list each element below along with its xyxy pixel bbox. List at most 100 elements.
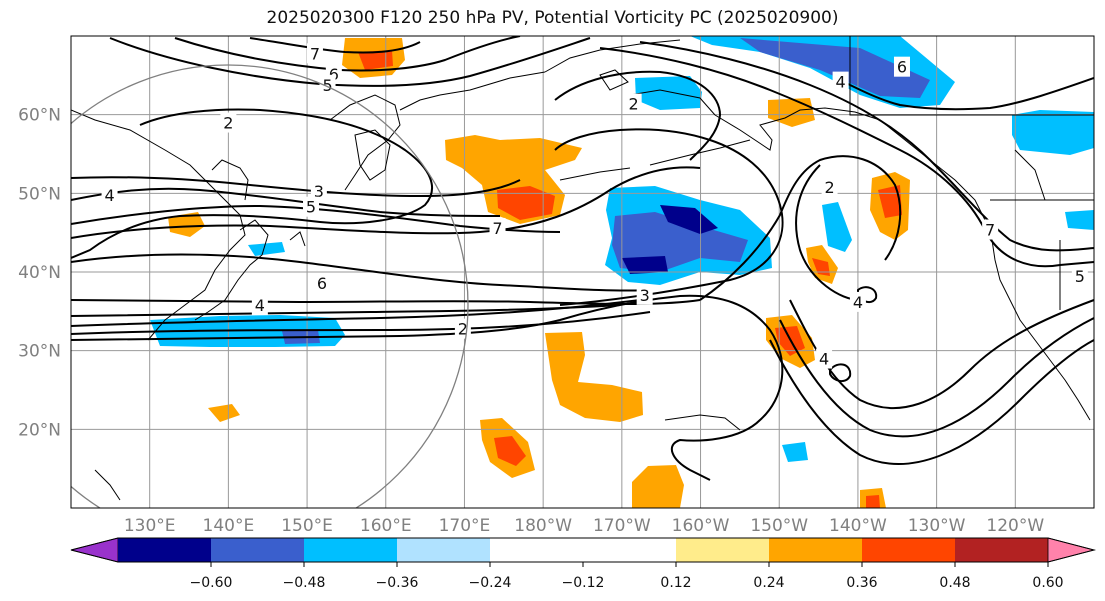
colorbar-tick-label: −0.12	[562, 575, 605, 591]
contour-label-background	[636, 284, 653, 305]
longitude-tick-label: 150°W	[750, 516, 808, 536]
contour-label: 6	[329, 65, 339, 84]
contour-label: 4	[836, 73, 846, 92]
contour-3-central	[554, 128, 784, 306]
contour-6-north	[174, 36, 521, 72]
colorbar: −0.60 −0.48 −0.36 −0.24 −0.12 0.12 0.24 0.36 0.4…	[70, 537, 1096, 591]
contour-label: 4	[255, 296, 265, 315]
contour-jet-a	[71, 304, 621, 317]
colorbar-segment	[490, 538, 584, 562]
colorbar-segment	[211, 538, 305, 562]
contour-jet-b	[71, 299, 641, 327]
contour-east-a	[599, 47, 1094, 268]
contour-label-background	[319, 74, 336, 95]
pv-contours	[71, 36, 1094, 481]
colorbar-tick-label: 0.48	[939, 575, 970, 591]
longitude-tick-label: 160°E	[360, 516, 412, 536]
longitude-tick-label: 120°W	[986, 516, 1044, 536]
contour-label-background	[832, 71, 849, 92]
contour-7-north	[249, 37, 421, 54]
contour-label-background	[310, 180, 327, 201]
positive-anomaly-subtropical-tail	[545, 332, 643, 422]
colorbar-tick-label: −0.36	[376, 575, 419, 591]
colorbar-segment	[676, 538, 770, 562]
longitude-tick-label: 170°W	[593, 516, 651, 536]
contour-label: 7	[985, 221, 995, 240]
colorbar-segment	[862, 538, 956, 562]
longitude-tick-label: 130°E	[124, 516, 176, 536]
contour-6	[71, 253, 651, 292]
contour-label-background	[893, 56, 910, 77]
contour-west-kink	[839, 77, 1094, 111]
colorbar-tick-label: −0.24	[469, 575, 512, 591]
positive-anomaly-south	[632, 465, 684, 508]
longitude-tick-label: 160°W	[672, 516, 730, 536]
contour-east-d	[779, 317, 1094, 438]
contour-label: 2	[458, 320, 468, 339]
colorbar-tick-label: 0.36	[846, 575, 877, 591]
colorbar-tick-label: 0.24	[753, 575, 784, 591]
contour-label-background	[314, 273, 331, 294]
contour-label-background	[251, 295, 268, 316]
contour-east-e	[769, 339, 1094, 465]
contour-2-low	[71, 108, 434, 259]
longitude-tick-label: 130°W	[908, 516, 966, 536]
contour-label-background	[982, 219, 999, 240]
contour-4	[71, 187, 501, 217]
latitude-tick-label: 60°N	[18, 106, 61, 126]
contour-label: 4	[104, 186, 114, 205]
contour-label: 4	[853, 293, 863, 312]
contour-label: 3	[640, 286, 650, 305]
contour-label: 2	[629, 95, 639, 114]
contour-7	[71, 166, 701, 239]
coastlines	[71, 36, 1094, 501]
range-circle	[71, 64, 469, 508]
map-title: 2025020300 F120 250 hPa PV, Potential Vo…	[266, 8, 839, 28]
colorbar-extend-low	[70, 537, 119, 563]
contour-label-background	[816, 348, 833, 369]
contour-label: 5	[306, 198, 316, 217]
contour-4-jet	[71, 299, 701, 305]
longitude-tick-label: 180°W	[514, 516, 572, 536]
contour-2-east	[795, 164, 861, 301]
colorbar-outline	[70, 537, 1096, 563]
colorbar-segment	[118, 538, 212, 562]
latitude-tick-label: 40°N	[18, 263, 61, 283]
contour-label-background	[220, 112, 237, 133]
contour-label: 2	[825, 178, 835, 197]
contour-label-background	[625, 93, 642, 114]
longitude-tick-label: 170°E	[439, 516, 491, 536]
contour-jet-c	[71, 311, 651, 335]
contour-label: 3	[314, 182, 324, 201]
colorbar-segment	[397, 538, 491, 562]
contour-3	[71, 176, 521, 198]
longitude-tick-label: 140°W	[829, 516, 887, 536]
longitude-labels: 130°E 140°E 150°E 160°E 170°E 180°W 170°W 160°W…	[124, 516, 1045, 536]
longitude-tick-label: 140°E	[203, 516, 255, 536]
contour-trough-east	[699, 155, 902, 301]
contour-label: 2	[223, 114, 233, 133]
longitude-tick-label: 150°E	[281, 516, 333, 536]
contour-label-background	[1071, 265, 1088, 286]
contour-2-arctic	[554, 70, 722, 161]
contour-label-background	[303, 196, 320, 217]
latitude-labels: 60°N 50°N 40°N 30°N 20°N	[18, 106, 61, 441]
contour-label: 7	[492, 219, 502, 238]
colorbar-segment	[304, 538, 398, 562]
colorbar-segment	[583, 538, 677, 562]
colorbar-segment	[769, 538, 863, 562]
contour-label: 6	[317, 274, 327, 293]
latitude-tick-label: 50°N	[18, 184, 61, 204]
colorbar-tick-label: 0.12	[660, 575, 691, 591]
contour-label-background	[821, 177, 838, 198]
contour-label-background	[849, 291, 866, 312]
contour-label: 5	[1075, 267, 1085, 286]
contour-east-b	[639, 41, 1094, 252]
colorbar-tick-label: 0.60	[1032, 575, 1063, 591]
colorbar-tick-label: −0.48	[283, 575, 326, 591]
contour-label-background	[306, 43, 323, 64]
latitude-tick-label: 30°N	[18, 342, 61, 362]
map-frame	[70, 35, 1095, 509]
